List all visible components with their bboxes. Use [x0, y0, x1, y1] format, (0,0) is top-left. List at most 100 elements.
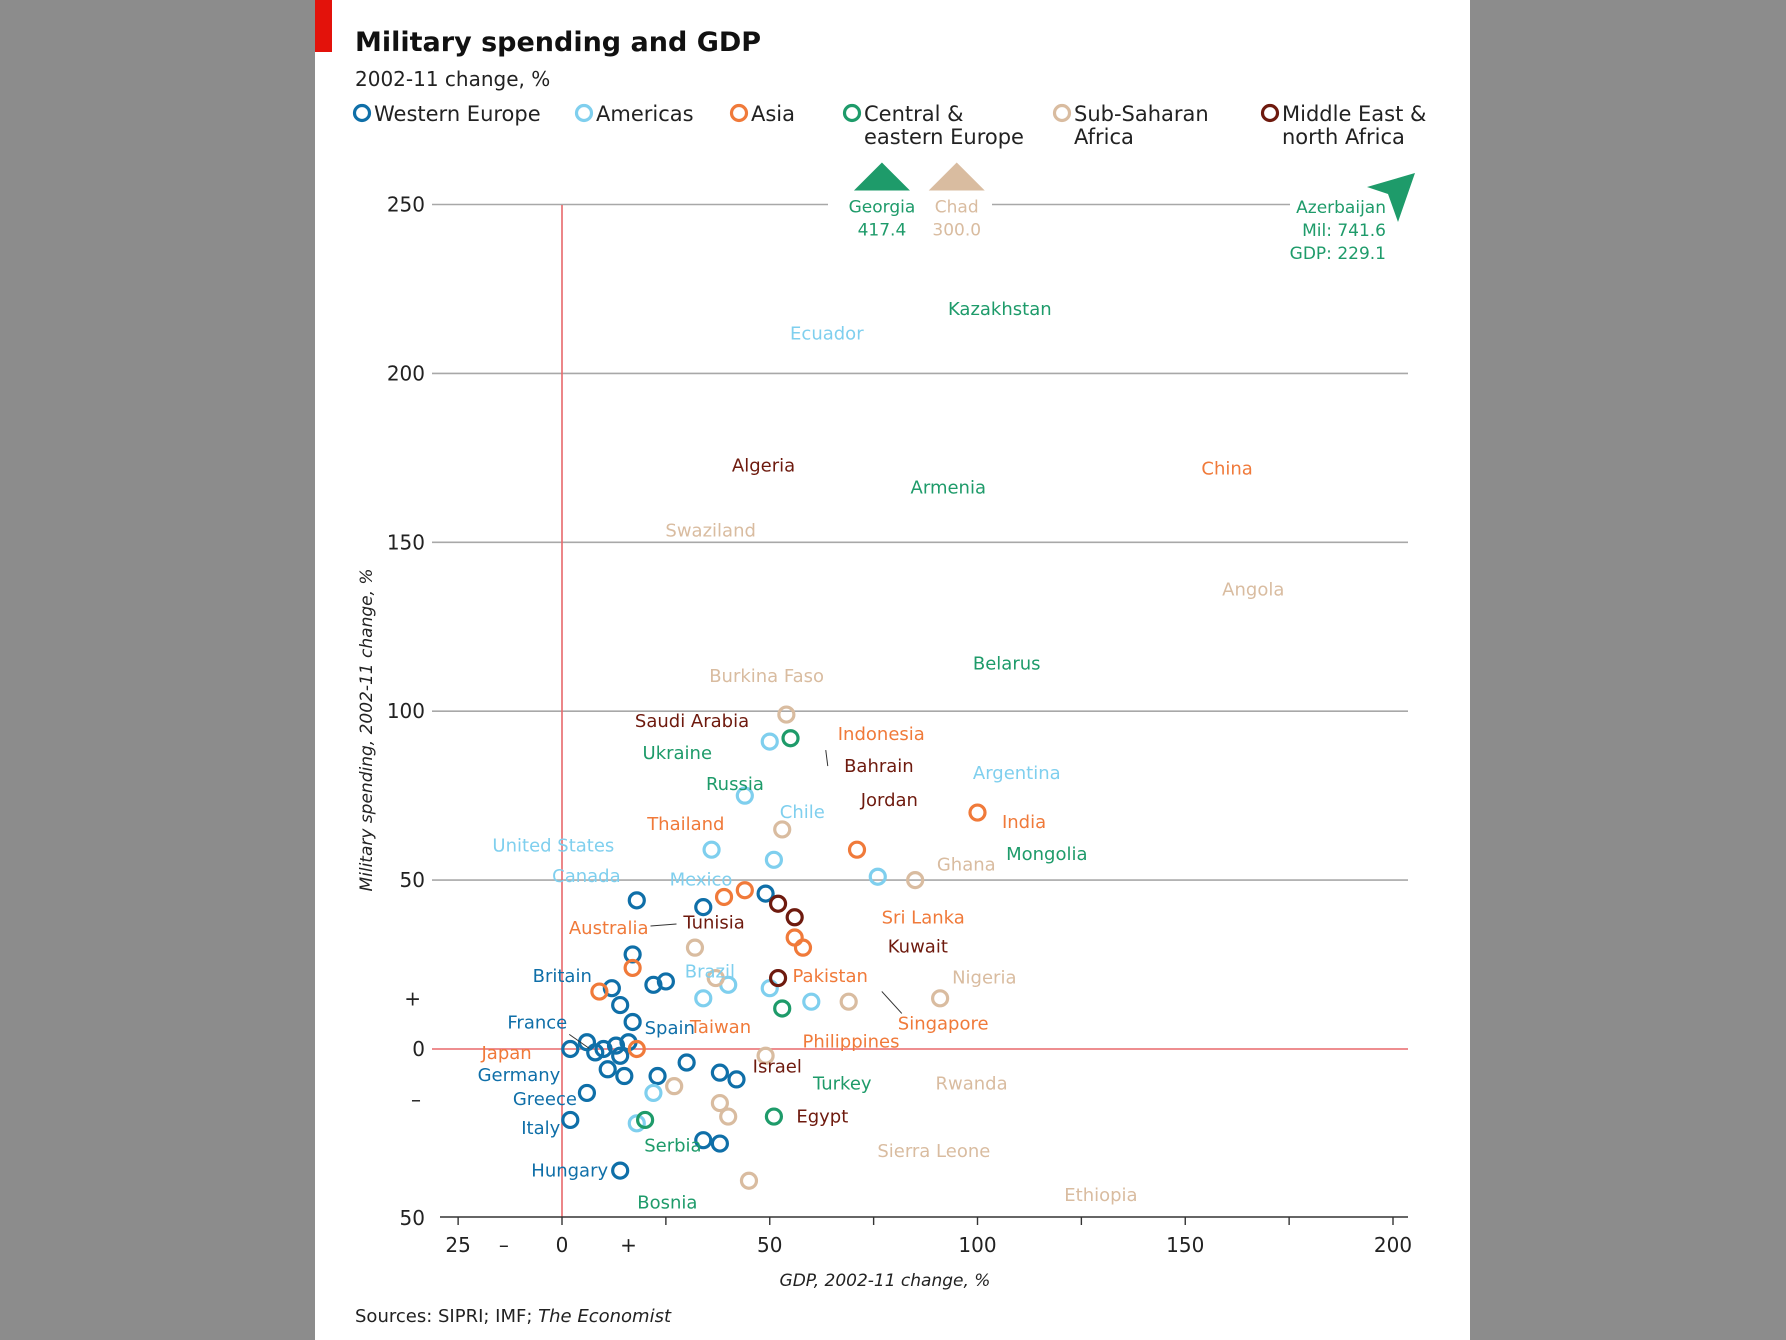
point-label: Angola [1222, 579, 1284, 600]
source-note: Sources: SIPRI; IMF; The Economist [355, 1306, 672, 1327]
x-tick-label: 100 [958, 1233, 996, 1257]
offscale-label-azerbaijan: Mil: 741.6 [1302, 221, 1386, 241]
point-label: Sri Lanka [882, 908, 965, 929]
data-point [648, 1066, 667, 1086]
legend-label-middle_east_north_africa: north Africa [1282, 125, 1405, 149]
legend-label-asia: Asia [751, 102, 795, 126]
point-label: Canada [552, 866, 621, 887]
legend-marker-middle_east_north_africa [1260, 103, 1280, 123]
data-point [586, 1043, 605, 1062]
data-point [685, 938, 705, 957]
legend-marker-sub_saharan_africa [1052, 103, 1072, 123]
data-point [739, 1171, 759, 1190]
data-point [847, 840, 867, 859]
point-label: Kazakhstan [948, 299, 1052, 320]
point-label: Australia [569, 918, 649, 939]
data-point [773, 820, 792, 839]
data-point [627, 891, 646, 910]
offscale-arrow-azerbaijan [1367, 173, 1415, 222]
point-label: Indonesia [838, 724, 925, 745]
y-sign-minus: – [411, 1088, 421, 1112]
data-point [656, 972, 675, 991]
source-italic: The Economist [538, 1306, 672, 1327]
leader-line [568, 1033, 590, 1049]
data-point [735, 881, 754, 900]
offscale-label-azerbaijan: Azerbaijan [1296, 198, 1386, 218]
y-axis-label: Military spending, 2002-11 change, % [357, 568, 377, 891]
point-label: Mexico [670, 869, 733, 890]
legend-marker-central_eastern_europe [842, 103, 862, 123]
point-label: Rwanda [935, 1074, 1007, 1095]
data-point [777, 705, 796, 724]
data-point [756, 884, 775, 903]
data-point [839, 992, 858, 1011]
y-tick-label: 0 [412, 1037, 425, 1061]
y-tick-label: 50 [400, 868, 425, 892]
offscale-arrow-chad [928, 162, 985, 191]
y-tick-label: 50 [400, 1206, 425, 1230]
y-sign-plus: + [404, 986, 421, 1010]
point-label: Egypt [796, 1106, 848, 1127]
leader-line [825, 749, 829, 767]
data-point [561, 1110, 580, 1130]
point-label: Bahrain [844, 756, 914, 777]
point-label: Burkina Faso [709, 666, 824, 687]
point-label: Brazil [685, 961, 735, 982]
point-label: Hungary [531, 1161, 608, 1182]
data-point [615, 1066, 634, 1086]
point-label: Ghana [937, 855, 996, 876]
data-point [598, 1060, 617, 1079]
grid [432, 203, 1408, 1217]
source-prefix: Sources: SIPRI; IMF; [355, 1306, 538, 1327]
point-label: Italy [521, 1118, 560, 1139]
data-point [756, 1046, 775, 1065]
point-label: Pakistan [793, 966, 868, 987]
legend-label-middle_east_north_africa: Middle East & [1282, 102, 1426, 126]
point-label: Philippines [803, 1031, 900, 1052]
point-label: Jordan [860, 790, 918, 811]
legend-marker-western_europe [352, 103, 372, 123]
data-point [623, 958, 642, 978]
data-point [785, 908, 804, 927]
data-point [802, 992, 821, 1011]
data-point [611, 995, 630, 1015]
point-label: Armenia [911, 478, 986, 499]
data-point [694, 1131, 713, 1150]
point-label: Japan [480, 1043, 531, 1064]
point-label: Mongolia [1006, 844, 1087, 865]
point-label: France [507, 1012, 567, 1033]
offscale-value-georgia: 417.4 [858, 221, 907, 241]
data-point [764, 850, 784, 869]
chart-panel [315, 0, 1470, 1340]
data-point [706, 968, 725, 988]
offscale-label-azerbaijan: GDP: 229.1 [1290, 244, 1386, 264]
data-point [710, 1093, 729, 1113]
legend-label-sub_saharan_africa: Sub-Saharan [1074, 102, 1209, 126]
leader-line [881, 991, 903, 1014]
data-point [781, 729, 800, 748]
data-point [677, 1053, 696, 1072]
data-point [764, 1107, 784, 1126]
point-label: United States [492, 836, 614, 857]
data-point [644, 1083, 663, 1103]
legend-label-sub_saharan_africa: Africa [1074, 125, 1134, 149]
data-point [719, 1107, 738, 1126]
data-point [710, 1134, 729, 1153]
data-point [760, 979, 779, 998]
point-label: Spain [645, 1018, 695, 1039]
legend-marker-asia [729, 103, 749, 123]
y-tick-label: 250 [387, 193, 425, 217]
point-label: Ukraine [643, 743, 713, 764]
data-point [760, 732, 779, 751]
data-point [627, 1039, 646, 1059]
point-label: Russia [706, 774, 764, 795]
data-point [735, 786, 754, 805]
brand-tab [315, 0, 332, 52]
point-label: Algeria [732, 455, 795, 476]
x-tick-label: 0 [556, 1233, 569, 1257]
offscale-arrow-georgia [853, 162, 910, 191]
offscale-value-chad: 300.0 [932, 221, 981, 241]
data-point [710, 1063, 729, 1082]
data-point [627, 1114, 646, 1133]
data-point [611, 1046, 630, 1065]
